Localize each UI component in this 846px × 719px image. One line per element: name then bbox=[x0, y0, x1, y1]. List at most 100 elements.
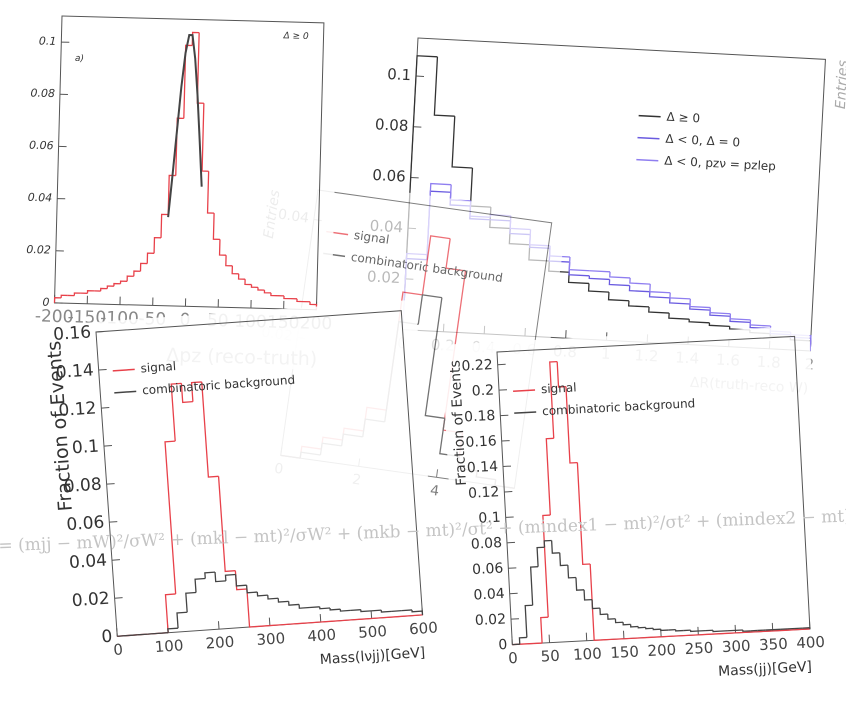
histogram-bin bbox=[689, 630, 699, 633]
histogram-bin bbox=[628, 285, 650, 293]
histogram-bin bbox=[224, 573, 236, 581]
histogram-bin bbox=[599, 608, 608, 616]
y-tick-label: 0 bbox=[101, 627, 113, 648]
histogram-bin bbox=[106, 285, 114, 289]
y-tick-label: 0.02 bbox=[71, 589, 110, 612]
legend-swatch bbox=[636, 158, 659, 162]
y-tick-label: 0.04 bbox=[473, 586, 505, 604]
histogram-bin bbox=[190, 381, 202, 402]
x-tick bbox=[370, 610, 373, 619]
x-tick-label: 400 bbox=[307, 626, 337, 646]
histogram-bin bbox=[591, 599, 600, 610]
histogram-bin bbox=[424, 297, 445, 419]
y-tick-label: 0.08 bbox=[470, 535, 502, 553]
histogram-bin bbox=[583, 589, 593, 601]
chart-panel: 0 0.02 0.04 0.06 0.08 0.1 0.12 0.14 0.16 0.18 0.2 0… bbox=[441, 325, 829, 708]
histogram-bin bbox=[127, 634, 138, 637]
histogram-bin bbox=[300, 622, 311, 625]
y-tick-label: 0.1 bbox=[387, 65, 412, 84]
y-tick bbox=[109, 521, 118, 523]
histogram-bin bbox=[267, 595, 279, 600]
y-tick-label: 0.04 bbox=[69, 551, 108, 574]
y-tick-label: 0.1 bbox=[71, 436, 99, 458]
histogram-bin bbox=[668, 297, 691, 305]
histogram-bin bbox=[565, 386, 578, 464]
x-tick-label: 0 bbox=[508, 649, 518, 667]
histogram-bin bbox=[320, 620, 331, 623]
y-tick-label: 0 bbox=[42, 296, 49, 309]
histogram-bin bbox=[567, 565, 576, 579]
histogram-bin bbox=[607, 614, 616, 620]
histogram-bin bbox=[126, 275, 134, 282]
histogram-bin bbox=[319, 606, 331, 610]
histogram-bin bbox=[204, 571, 216, 579]
histogram-bin bbox=[688, 319, 710, 324]
histogram-bin bbox=[607, 292, 629, 302]
x-tick-label: 100 bbox=[573, 644, 603, 663]
histogram-bin bbox=[451, 116, 473, 169]
legend-swatch bbox=[114, 390, 137, 394]
histogram-bin bbox=[391, 615, 403, 618]
histogram-bin bbox=[729, 313, 751, 321]
histogram-bin bbox=[587, 283, 609, 293]
histogram-bin bbox=[371, 609, 382, 612]
panels: 0.020.040.060.080.100.20.40.60.811.21.41… bbox=[0, 4, 846, 708]
y-tick-label: 0.22 bbox=[461, 357, 493, 375]
histogram-bin bbox=[256, 592, 268, 597]
histogram-bin bbox=[350, 609, 361, 612]
legend-swatch bbox=[513, 389, 536, 392]
histogram-bin bbox=[445, 238, 466, 272]
y-tick bbox=[98, 368, 107, 371]
histogram-bin bbox=[576, 462, 591, 566]
histogram-bin bbox=[712, 630, 721, 633]
histogram-bin bbox=[608, 279, 630, 287]
y-tick-label: 0.02 bbox=[474, 611, 506, 629]
histogram-bin bbox=[60, 294, 68, 298]
x-tick-label: 400 bbox=[796, 633, 826, 652]
histogram-bin bbox=[589, 270, 611, 273]
histogram-bin bbox=[283, 295, 291, 300]
histogram-bin bbox=[137, 633, 148, 636]
x-tick-label: 150 bbox=[610, 642, 640, 661]
histogram-bin bbox=[257, 287, 265, 291]
y-tick bbox=[103, 445, 112, 447]
y-tick-label: 0.14 bbox=[466, 459, 498, 477]
x-tick-label: 50 bbox=[540, 647, 560, 666]
histogram-bin bbox=[330, 619, 342, 622]
histogram-bin bbox=[298, 604, 310, 609]
legend-swatch bbox=[637, 136, 660, 140]
histogram-bin bbox=[360, 609, 372, 613]
y-axis-label: Entries bbox=[833, 60, 846, 110]
histogram-bin bbox=[185, 591, 197, 613]
histogram-bin bbox=[802, 627, 811, 630]
histogram-bin bbox=[627, 300, 650, 308]
x-tick-label: 100 bbox=[154, 636, 184, 656]
legend-swatch bbox=[112, 368, 135, 372]
histogram-bin bbox=[167, 174, 176, 215]
histogram-bin bbox=[749, 319, 771, 327]
legend-label: signal bbox=[541, 380, 577, 396]
histogram-bin bbox=[277, 598, 289, 603]
y-tick-label: 0.04 bbox=[28, 191, 53, 205]
histogram-bin bbox=[139, 262, 148, 272]
histogram-bin bbox=[86, 290, 95, 294]
histogram-bin bbox=[176, 611, 188, 629]
histogram-bin bbox=[201, 381, 219, 478]
x-tick-label: 500 bbox=[358, 622, 388, 642]
histogram-bin bbox=[637, 626, 646, 629]
histogram-bin bbox=[540, 616, 549, 644]
x-tick-label: 0 bbox=[113, 640, 124, 659]
histogram-bin bbox=[309, 606, 320, 609]
y-tick-label: 0.2 bbox=[471, 382, 494, 399]
histogram-bin bbox=[401, 609, 413, 612]
y-tick-label: 0.06 bbox=[29, 139, 54, 153]
histogram-bin bbox=[567, 272, 590, 285]
histogram-bin bbox=[194, 577, 206, 593]
fit-curve bbox=[167, 33, 203, 218]
histogram-bin bbox=[524, 604, 533, 638]
histogram-bin bbox=[157, 632, 169, 635]
legend-label: signal bbox=[353, 228, 390, 247]
y-tick bbox=[95, 330, 105, 333]
histogram-bin bbox=[708, 322, 730, 328]
